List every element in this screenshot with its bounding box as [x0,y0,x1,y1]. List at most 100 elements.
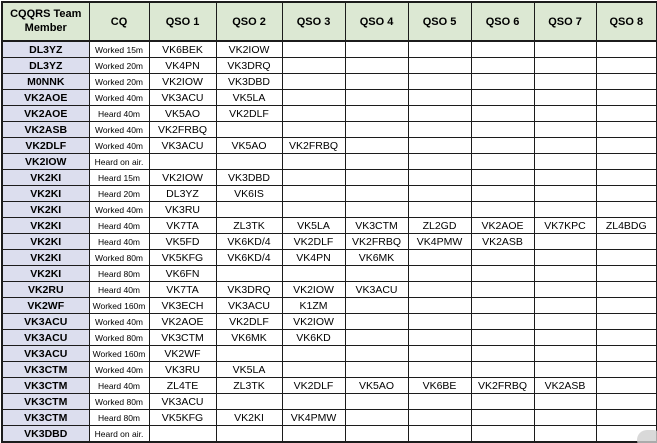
qso-cell-6 [470,185,535,202]
qso-cell-5 [407,121,472,138]
qso-cell-5 [407,137,472,154]
cq-cell: Worked 160m [88,345,150,362]
qso-cell-8 [595,249,657,266]
qso-cell-3: VK6KD [281,329,346,346]
qso-cell-3: VK2IOW [281,313,346,330]
header-qso-5: QSO 5 [407,1,472,42]
qso-cell-7 [533,425,597,443]
qso-cell-4 [344,409,409,426]
qso-cell-8 [595,393,657,410]
qso-cell-6 [470,297,535,314]
qso-cell-6 [470,137,535,154]
member-cell: VK3CTM [1,409,90,426]
qso-cell-6 [470,201,535,218]
qso-cell-3: VK4PN [281,249,346,266]
qso-cell-3 [281,73,346,90]
cq-cell: Heard 40m [88,233,150,250]
qso-cell-6 [470,329,535,346]
qso-cell-3 [281,361,346,378]
qso-cell-7: VK7KPC [533,217,597,234]
qso-cell-1: VK2IOW [148,73,217,90]
qso-cell-8 [595,40,657,58]
qso-cell-3 [281,265,346,282]
member-cell: VK2AOE [1,105,90,122]
qso-cell-2: VK2KI [215,409,283,426]
member-cell: VK2KI [1,249,90,266]
qso-cell-3: VK4PMW [281,409,346,426]
qso-cell-2 [215,121,283,138]
table-row: VK2KI Worked 40m VK3RU [1,201,657,218]
table-row: VK3ACU Worked 80m VK3CTM VK6MK VK6KD [1,329,657,346]
member-cell: VK2KI [1,185,90,202]
qso-cell-8 [595,73,657,90]
qso-cell-2 [215,345,283,362]
qso-cell-5 [407,89,472,106]
cq-cell: Heard 40m [88,281,150,298]
qso-cell-1: VK7TA [148,281,217,298]
qso-cell-1: VK2FRBQ [148,121,217,138]
qso-cell-4 [344,185,409,202]
member-cell: VK2WF [1,297,90,314]
qso-cell-7 [533,329,597,346]
table-row: VK3CTM Worked 80m VK3ACU [1,393,657,410]
qso-cell-2: VK5LA [215,361,283,378]
qso-cell-2: VK2DLF [215,313,283,330]
cq-cell: Worked 40m [88,137,150,154]
qso-cell-6 [470,153,535,170]
qso-cell-7 [533,393,597,410]
qso-cell-4 [344,265,409,282]
qso-cell-8 [595,169,657,186]
qso-cell-6 [470,265,535,282]
qso-cell-7 [533,40,597,58]
qso-cell-5 [407,425,472,443]
qso-cell-8 [595,361,657,378]
qso-cell-8 [595,185,657,202]
qso-cell-1: VK2AOE [148,313,217,330]
qso-cell-1: VK2IOW [148,169,217,186]
qso-cell-6 [470,313,535,330]
cq-cell: Worked 160m [88,297,150,314]
qso-cell-8 [595,329,657,346]
member-cell: DL3YZ [1,57,90,74]
qso-cell-3 [281,201,346,218]
qso-cell-5 [407,297,472,314]
qso-cell-3 [281,185,346,202]
member-cell: VK3CTM [1,393,90,410]
cq-cell: Worked 40m [88,361,150,378]
qso-cell-3: VK2FRBQ [281,137,346,154]
qso-cell-5 [407,345,472,362]
qso-cell-1: VK3CTM [148,329,217,346]
qso-cell-3 [281,169,346,186]
qso-cell-4 [344,425,409,443]
qso-cell-6 [470,73,535,90]
header-qso-6: QSO 6 [470,1,535,42]
qso-cell-6 [470,40,535,58]
table-row: VK2KI Heard 40m VK7TA ZL3TK VK5LA VK3CTM ZL2GD… [1,217,657,234]
qso-cell-4 [344,361,409,378]
qso-cell-6: VK2AOE [470,217,535,234]
qso-cell-3: K1ZM [281,297,346,314]
qso-cell-2 [215,393,283,410]
qso-cell-4: VK2FRBQ [344,233,409,250]
member-cell: VK3CTM [1,377,90,394]
qso-cell-6: VK2ASB [470,233,535,250]
table-row: VK2KI Worked 80m VK5KFG VK6KD/4 VK4PN VK6MK [1,249,657,266]
table-row: VK2ASB Worked 40m VK2FRBQ [1,121,657,138]
qso-cell-7 [533,57,597,74]
qso-cell-8 [595,313,657,330]
cq-cell: Heard 80m [88,265,150,282]
member-cell: VK2DLF [1,137,90,154]
qso-cell-3: VK2DLF [281,377,346,394]
qso-cell-2: ZL3TK [215,377,283,394]
cq-cell: Worked 20m [88,73,150,90]
qso-cell-4 [344,169,409,186]
qso-cell-4 [344,121,409,138]
qso-cell-6 [470,169,535,186]
qso-cell-4: VK3CTM [344,217,409,234]
header-row: CQQRS Team Member CQ QSO 1 QSO 2 QSO 3 QSO 4 QS… [1,1,657,42]
member-cell: VK2IOW [1,153,90,170]
qso-cell-1: VK2WF [148,345,217,362]
qso-cell-6 [470,281,535,298]
qso-cell-7 [533,345,597,362]
qso-cell-7 [533,89,597,106]
